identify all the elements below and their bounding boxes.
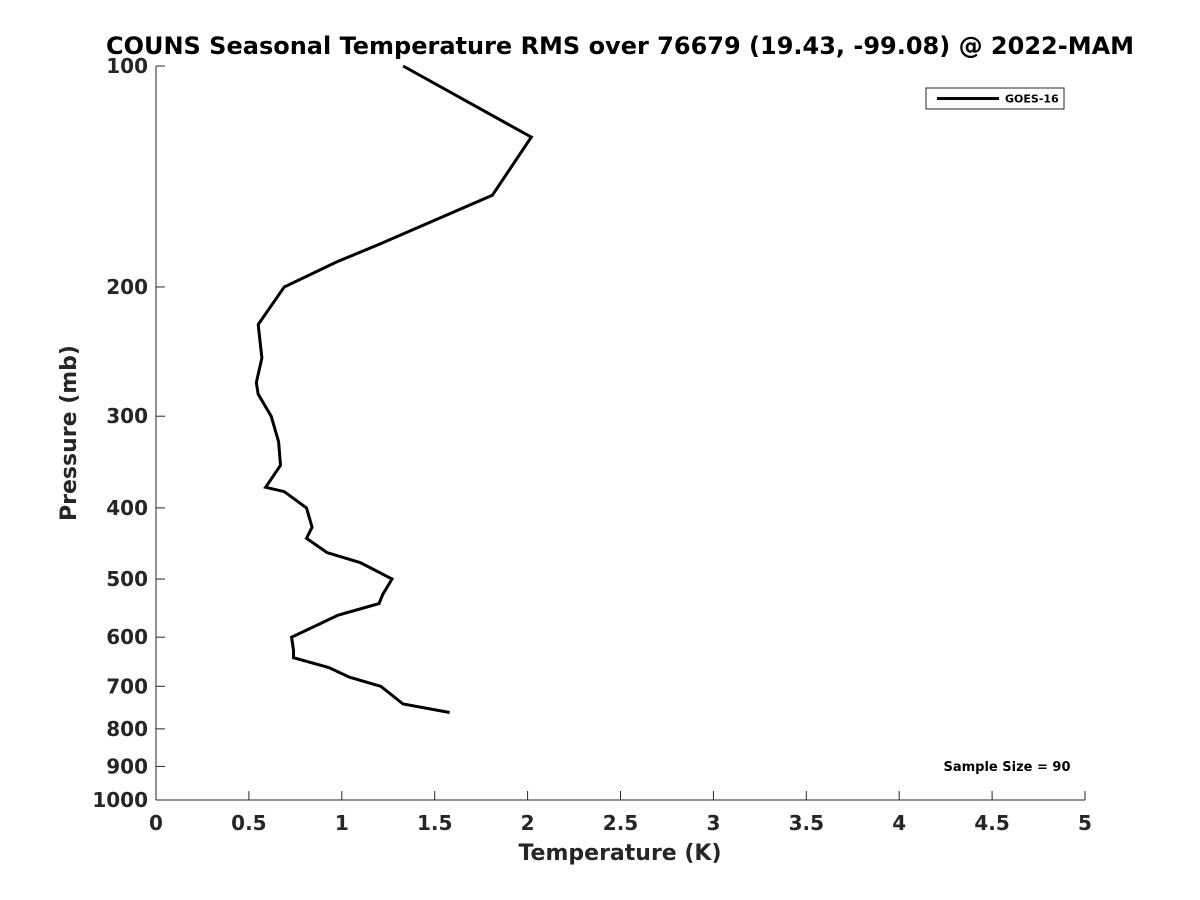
sample-size-annotation: Sample Size = 90 (943, 760, 1070, 775)
x-tick-label: 5 (1078, 811, 1092, 835)
x-tick-label: 2.5 (603, 811, 638, 835)
y-tick-label: 100 (106, 54, 148, 78)
series-line-goes-16 (254, 64, 534, 714)
y-tick-label: 400 (106, 496, 148, 520)
y-tick-label: 1000 (92, 788, 148, 812)
y-tick-label: 900 (106, 754, 148, 778)
y-tick-label: 800 (106, 717, 148, 741)
legend-label: GOES-16 (1005, 93, 1059, 106)
legend: GOES-16 (925, 87, 1065, 110)
series-lines (254, 64, 534, 714)
x-tick-label: 1.5 (417, 811, 452, 835)
y-tick-label: 300 (106, 404, 148, 428)
x-tick-label: 3.5 (789, 811, 824, 835)
x-axis-label: Temperature (K) (518, 841, 721, 866)
x-tick-label: 0 (149, 811, 163, 835)
x-tick-label: 1 (335, 811, 349, 835)
x-ticks: 0 0.5 1 1.5 2 2.5 3 3.5 4 4.5 5 (149, 791, 1092, 835)
y-tick-label: 600 (106, 625, 148, 649)
x-tick-label: 0.5 (231, 811, 266, 835)
y-tick-label: 200 (106, 275, 148, 299)
y-ticks: 100 200 300 400 500 600 700 800 900 1000 (92, 54, 165, 812)
x-tick-label: 4 (892, 811, 906, 835)
y-tick-label: 500 (106, 567, 148, 591)
x-tick-label: 2 (521, 811, 535, 835)
y-tick-label: 700 (106, 674, 148, 698)
x-tick-label: 4.5 (974, 811, 1009, 835)
plot-area (156, 66, 1085, 800)
chart-title: COUNS Seasonal Temperature RMS over 7667… (106, 32, 1134, 60)
x-tick-label: 3 (706, 811, 720, 835)
y-axis-label: Pressure (mb) (57, 345, 82, 521)
